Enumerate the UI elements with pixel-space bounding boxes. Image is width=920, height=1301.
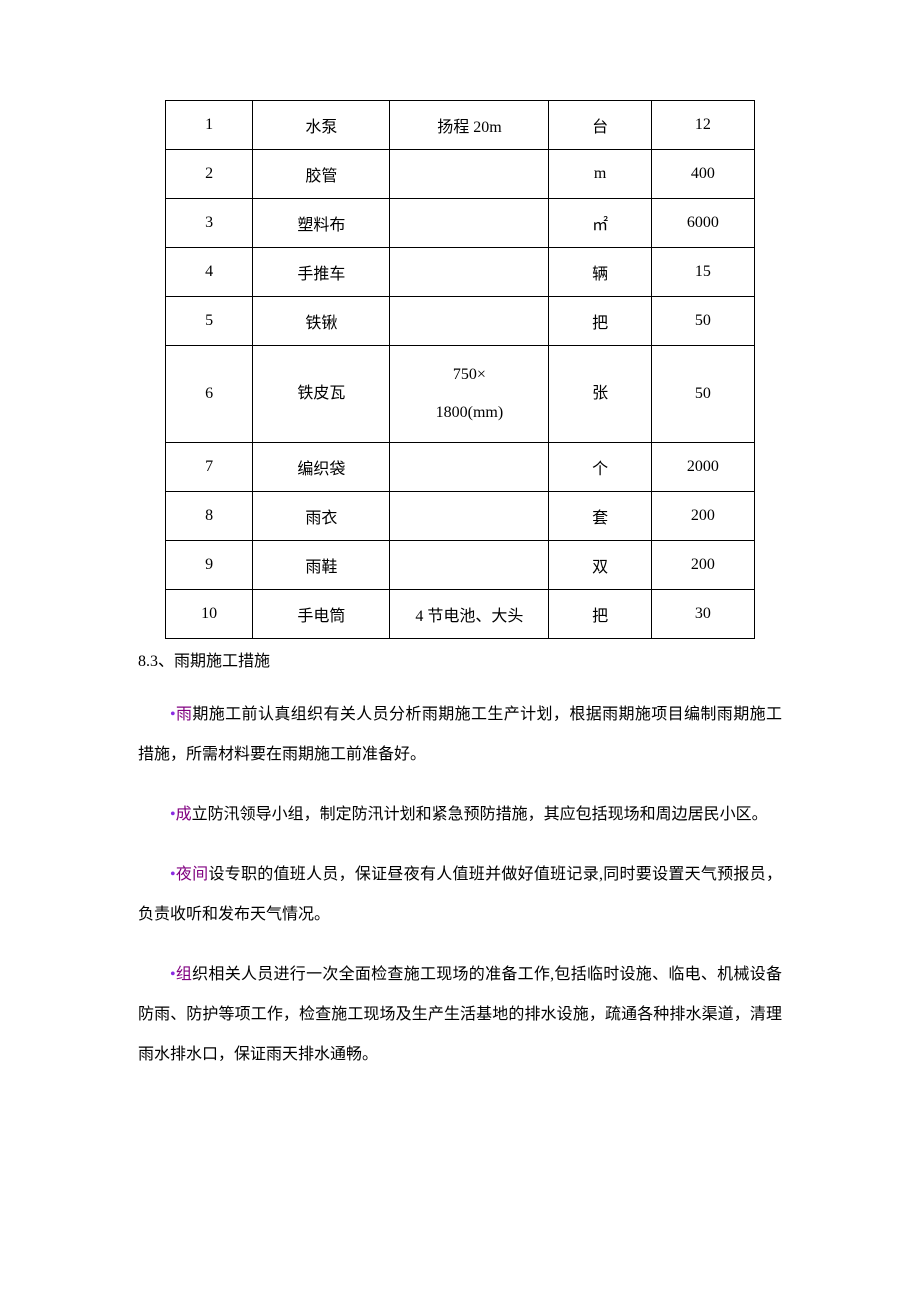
table-cell: 6 [166, 346, 253, 443]
table-cell: 50 [651, 297, 754, 346]
table-cell: 个 [549, 443, 651, 492]
table-cell: 4 节电池、大头 [390, 590, 549, 639]
table-row: 10手电筒4 节电池、大头把30 [166, 590, 755, 639]
table-cell: 雨鞋 [253, 541, 390, 590]
table-cell [390, 443, 549, 492]
table-cell: 雨衣 [253, 492, 390, 541]
table-cell: 扬程 20m [390, 101, 549, 150]
table-row: 5铁锹 把50 [166, 297, 755, 346]
table-cell: 双 [549, 541, 651, 590]
table-cell: 30 [651, 590, 754, 639]
table-cell: ㎡ [549, 199, 651, 248]
table-cell [390, 541, 549, 590]
table-cell: 3 [166, 199, 253, 248]
table-cell: 辆 [549, 248, 651, 297]
paragraph-text: 立防汛领导小组，制定防汛计划和紧急预防措施，其应包括现场和周边居民小区。 [192, 806, 768, 823]
table-cell: 编织袋 [253, 443, 390, 492]
table-cell: 手电筒 [253, 590, 390, 639]
body-paragraph: •组织相关人员进行一次全面检查施工现场的准备工作,包括临时设施、临电、机械设备防… [138, 955, 782, 1075]
lead-text: 夜间 [176, 866, 209, 883]
table-cell: 手推车 [253, 248, 390, 297]
table-cell: 400 [651, 150, 754, 199]
table-cell: 4 [166, 248, 253, 297]
lead-text: 雨 [176, 706, 193, 723]
section-heading: 8.3、雨期施工措施 [138, 647, 782, 671]
body-paragraph: •成立防汛领导小组，制定防汛计划和紧急预防措施，其应包括现场和周边居民小区。 [138, 795, 782, 835]
table-cell [390, 199, 549, 248]
paragraph-text: 织相关人员进行一次全面检查施工现场的准备工作,包括临时设施、临电、机械设备防雨、… [138, 966, 782, 1063]
table-cell: 10 [166, 590, 253, 639]
table-cell: 把 [549, 297, 651, 346]
table-cell: 水泵 [253, 101, 390, 150]
table-cell [390, 150, 549, 199]
table-cell: 15 [651, 248, 754, 297]
body-paragraph: •雨期施工前认真组织有关人员分析雨期施工生产计划，根据雨期施项目编制雨期施工措施… [138, 695, 782, 775]
table-cell: 1 [166, 101, 253, 150]
table-row: 2胶管 m400 [166, 150, 755, 199]
table-row: 4手推车 辆15 [166, 248, 755, 297]
table-cell: 套 [549, 492, 651, 541]
table-cell: 200 [651, 541, 754, 590]
table-cell: 2 [166, 150, 253, 199]
paragraph-text: 期施工前认真组织有关人员分析雨期施工生产计划，根据雨期施项目编制雨期施工措施，所… [138, 706, 782, 763]
table-cell: 200 [651, 492, 754, 541]
table-cell: 6000 [651, 199, 754, 248]
table-cell: 铁锹 [253, 297, 390, 346]
table-cell: 8 [166, 492, 253, 541]
body-paragraph: •夜间设专职的值班人员，保证昼夜有人值班并做好值班记录,同时要设置天气预报员，负… [138, 855, 782, 935]
lead-text: 组 [176, 966, 193, 983]
table-cell: 2000 [651, 443, 754, 492]
table-cell [390, 248, 549, 297]
table-row: 9雨鞋 双200 [166, 541, 755, 590]
table-cell: 塑料布 [253, 199, 390, 248]
table-cell: 5 [166, 297, 253, 346]
paragraph-text: 设专职的值班人员，保证昼夜有人值班并做好值班记录,同时要设置天气预报员，负责收听… [138, 866, 782, 923]
table-cell: 50 [651, 346, 754, 443]
table-row: 8雨衣 套200 [166, 492, 755, 541]
table-row: 3塑料布 ㎡6000 [166, 199, 755, 248]
table-cell [390, 492, 549, 541]
table-cell: 把 [549, 590, 651, 639]
table-cell: 750×1800(mm) [390, 346, 549, 443]
table-cell: 12 [651, 101, 754, 150]
table-cell: 台 [549, 101, 651, 150]
table-cell: 胶管 [253, 150, 390, 199]
table-cell [390, 297, 549, 346]
table-cell: 9 [166, 541, 253, 590]
table-cell: 张 [549, 346, 651, 443]
table-row: 1水泵扬程 20m台12 [166, 101, 755, 150]
table-row: 7编织袋 个2000 [166, 443, 755, 492]
table-cell: 铁皮瓦 [253, 346, 390, 443]
table-cell: 7 [166, 443, 253, 492]
materials-table: 1水泵扬程 20m台122胶管m4003塑料布㎡60004手推车辆155铁锹把5… [165, 100, 755, 639]
lead-text: 成 [176, 806, 192, 823]
table-row: 6铁皮瓦750×1800(mm)张50 [166, 346, 755, 443]
table-cell: m [549, 150, 651, 199]
